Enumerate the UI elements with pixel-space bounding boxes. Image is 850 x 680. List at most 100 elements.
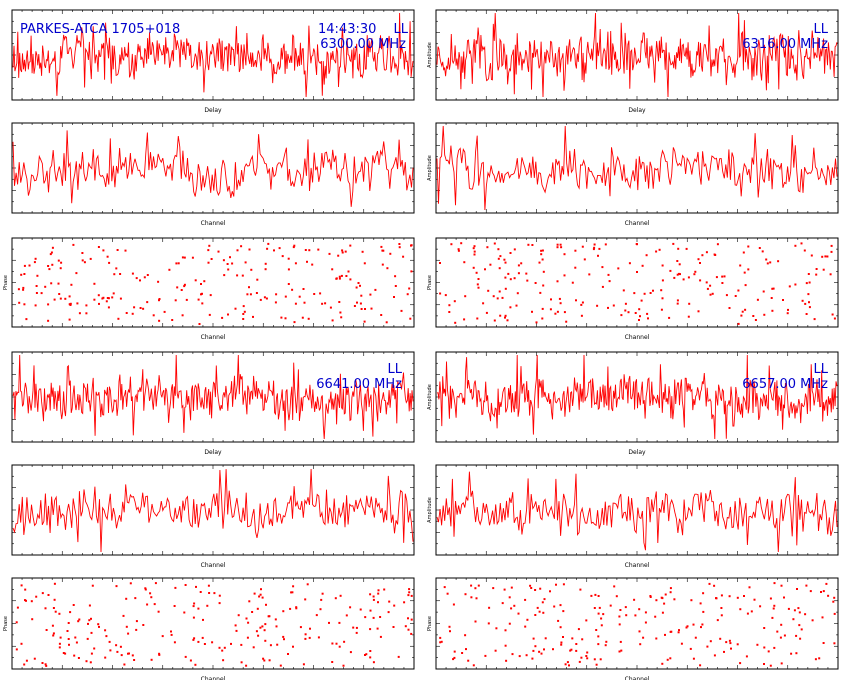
phase-bottom-right-point <box>706 645 709 648</box>
channel-bottom-left-panel: Channel <box>11 464 415 569</box>
phase-bottom-left-point <box>194 663 197 666</box>
phase-top-right-point <box>540 249 543 252</box>
phase-bottom-right-point <box>593 607 596 609</box>
phase-top-left-point <box>307 317 310 320</box>
phase-bottom-left-point <box>199 591 202 593</box>
phase-bottom-right-point <box>503 588 506 591</box>
phase-bottom-right-point <box>793 609 796 612</box>
phase-top-left-point <box>302 288 305 290</box>
phase-top-right-point <box>770 297 773 299</box>
phase-top-left-point <box>321 302 324 305</box>
phase-bottom-right-point <box>666 658 669 661</box>
phase-bottom-left-point <box>364 654 366 656</box>
phase-bottom-left-point <box>230 642 232 645</box>
phase-bottom-right-point <box>618 615 621 618</box>
freq-label-top-right: 6316.00 MHz <box>742 37 828 52</box>
phase-bottom-left-point <box>77 657 80 659</box>
phase-bottom-right-point <box>634 614 637 617</box>
phase-top-right-point <box>531 244 534 246</box>
phase-bottom-left-point <box>97 623 100 626</box>
phase-top-right-point <box>815 268 818 270</box>
phase-top-right-point <box>581 245 584 248</box>
phase-top-right-point <box>563 311 566 314</box>
phase-bottom-left-point <box>355 631 358 634</box>
phase-bottom-right-point <box>773 604 776 607</box>
phase-bottom-left-point <box>173 605 176 607</box>
phase-top-left-point <box>139 307 142 309</box>
phase-bottom-right-point <box>513 604 516 607</box>
phase-top-left-point <box>265 297 268 300</box>
phase-top-right-point <box>788 285 791 288</box>
phase-bottom-right-point <box>467 659 470 662</box>
phase-top-right-point <box>473 253 476 256</box>
phase-bottom-left-point <box>308 636 311 639</box>
phase-top-left-point <box>191 256 194 259</box>
phase-top-left-point <box>275 293 278 296</box>
phase-bottom-left-point <box>142 624 145 626</box>
phase-bottom-left-point <box>20 642 23 645</box>
phase-bottom-right-point <box>756 643 759 646</box>
phase-top-right-point <box>652 289 654 292</box>
phase-bottom-left-point <box>30 600 33 603</box>
phase-bottom-right-point <box>585 655 588 657</box>
phase-top-right-point <box>563 253 566 256</box>
phase-bottom-right-point <box>798 611 801 614</box>
phase-top-right-point <box>678 263 681 266</box>
phase-top-right-point <box>725 294 728 297</box>
phase-bottom-right-point <box>452 603 455 606</box>
phase-top-right-point <box>747 245 750 248</box>
phase-bottom-right-point <box>780 584 783 587</box>
phase-bottom-right-point <box>501 602 504 605</box>
phase-bottom-left-point <box>75 641 78 644</box>
phase-bottom-right-xlabel: Channel <box>625 676 650 680</box>
phase-top-right-point <box>741 310 744 313</box>
phase-top-right-point <box>801 299 804 302</box>
phase-top-right-point <box>777 260 780 263</box>
phase-top-right-point <box>676 273 679 276</box>
phase-bottom-right-point <box>539 587 542 590</box>
phase-bottom-left-point <box>218 602 221 605</box>
phase-top-right-point <box>709 293 712 296</box>
phase-bottom-right-point <box>568 664 570 667</box>
phase-top-left-point <box>259 298 262 301</box>
phase-top-left-point <box>51 263 54 266</box>
phase-top-left-point <box>226 263 229 265</box>
phase-top-left-point <box>163 310 166 313</box>
phase-bottom-left-point <box>221 649 224 652</box>
phase-bottom-right-point <box>677 631 680 634</box>
phase-bottom-right-point <box>597 595 600 597</box>
phase-top-right-point <box>829 273 832 276</box>
phase-bottom-right-point <box>769 597 772 600</box>
phase-bottom-left-point <box>302 663 305 666</box>
phase-bottom-right-point <box>595 629 598 631</box>
phase-bottom-right-point <box>783 634 786 637</box>
phase-top-right-point <box>826 255 829 258</box>
phase-bottom-right-point <box>639 643 642 646</box>
delay-top-left-panel: Delay <box>11 9 415 114</box>
phase-bottom-left-point <box>52 632 55 635</box>
phase-top-right-point <box>504 287 507 290</box>
phase-bottom-left-point <box>207 584 210 587</box>
phase-top-right-point <box>649 292 652 294</box>
phase-top-left-point <box>393 296 395 298</box>
phase-top-right-point <box>737 322 740 325</box>
phase-top-right-point <box>807 293 810 296</box>
phase-top-right-point <box>706 287 709 290</box>
phase-bottom-left-point <box>320 598 323 601</box>
phase-top-right-point <box>497 248 500 251</box>
phase-bottom-right-point <box>559 604 562 607</box>
phase-top-left-point <box>294 302 297 305</box>
phase-top-left-point <box>208 313 211 316</box>
phase-bottom-right-point <box>716 619 719 622</box>
phase-top-right-point <box>673 276 676 279</box>
phase-top-right-point <box>504 314 507 317</box>
phase-top-right-point <box>571 281 574 284</box>
phase-bottom-left-point <box>255 630 258 633</box>
phase-bottom-left-point <box>279 664 282 667</box>
phase-bottom-right-point <box>570 648 573 651</box>
phase-bottom-left-point <box>72 604 75 606</box>
phase-top-left-point <box>360 294 363 297</box>
phase-bottom-right-point <box>800 628 803 631</box>
phase-top-left-point <box>207 249 210 252</box>
phase-bottom-right-point <box>771 616 774 619</box>
